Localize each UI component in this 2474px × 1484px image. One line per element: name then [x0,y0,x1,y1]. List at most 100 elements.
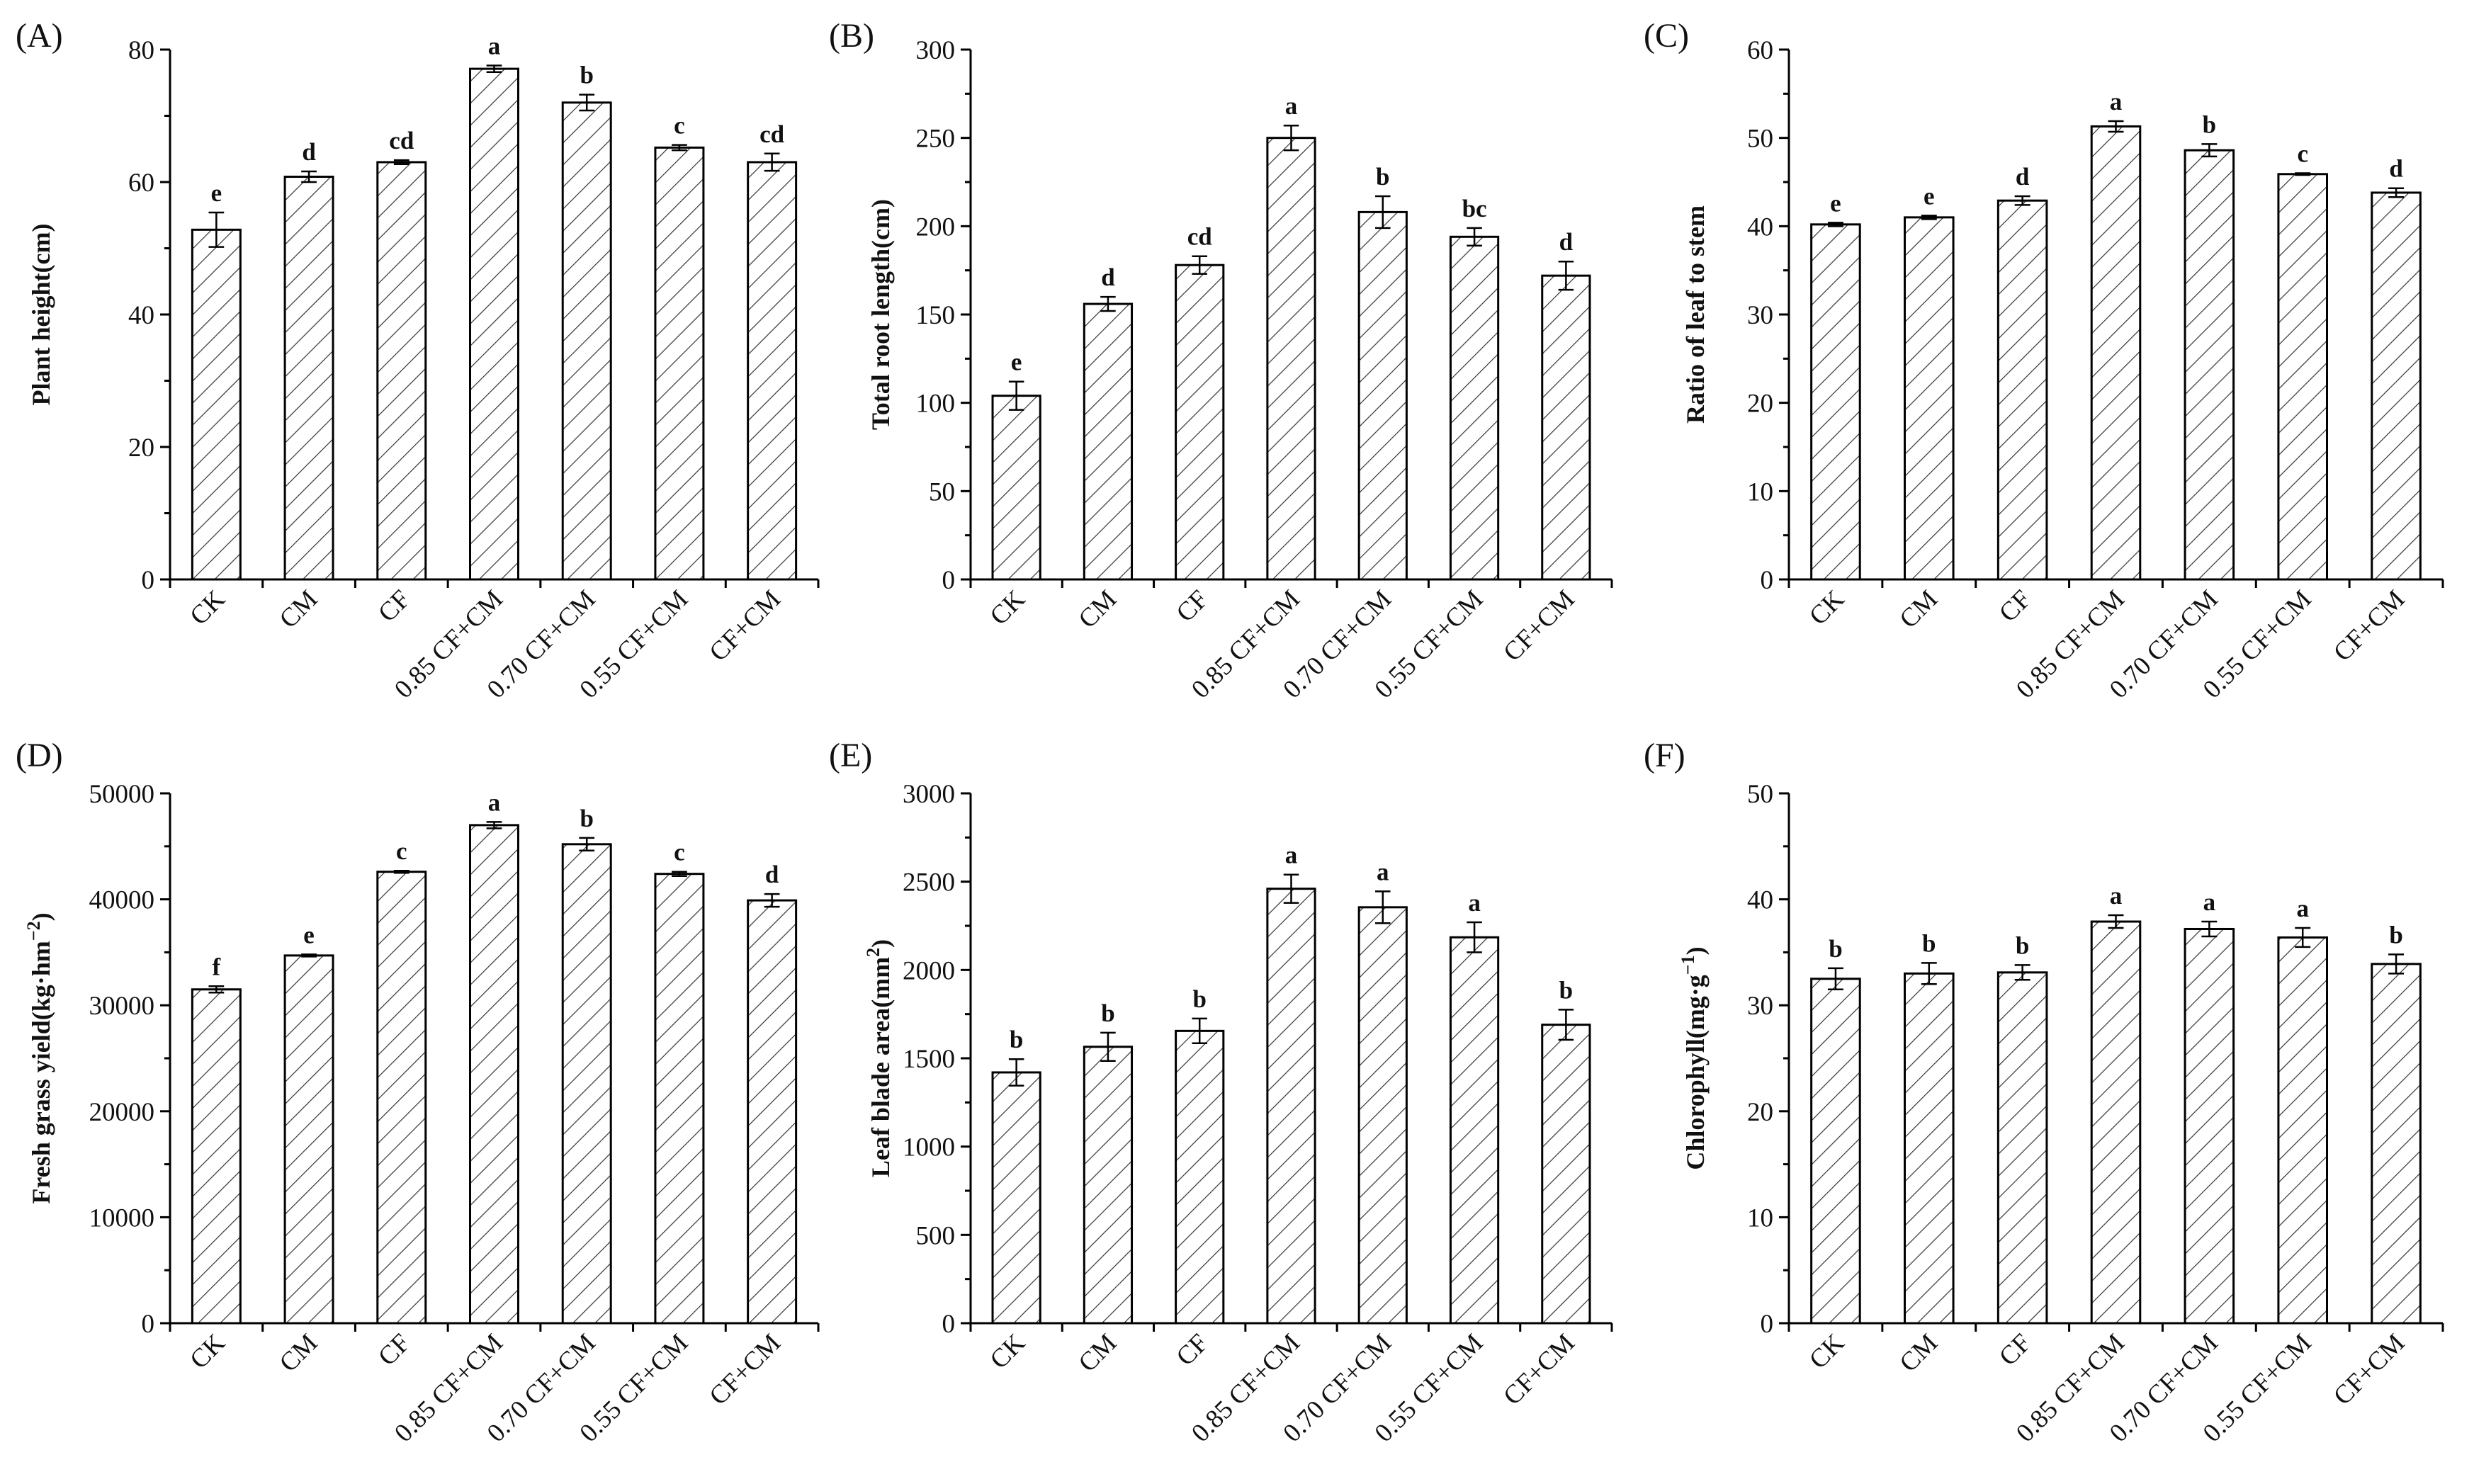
error-bar-0-85-cf-cm [486,821,502,829]
significance-letter: c [2297,140,2308,168]
bar-cf-cm [1541,274,1591,581]
bar-0-55-cf-cm [1449,235,1500,581]
bar-0-70-cf-cm [2184,927,2235,1325]
bar-cf-cm [2371,963,2422,1325]
error-bar-0-55-cf-cm [1467,227,1482,247]
y-tick-label: 0 [942,566,956,595]
error-bar-0-70-cf-cm [579,94,595,112]
error-bar-cf-cm [2388,187,2405,198]
bar-cf-cm [2371,191,2422,581]
y-tick-label: 20 [1747,1098,1773,1127]
y-tick-label: 80 [128,36,154,65]
category-label: CM [1894,1328,1943,1378]
category-label: CK [1804,584,1851,631]
bar-cm [283,954,334,1325]
y-tick-label: 200 [916,213,956,242]
bar-0-55-cf-cm [2277,936,2328,1325]
error-bar-0-55-cf-cm [2295,172,2311,176]
bar-cf [1175,264,1225,581]
error-bar-0-70-cf-cm [2201,920,2218,938]
significance-letter: e [303,921,315,948]
category-label: CF [373,1328,416,1371]
error-bar-cf-cm [764,152,780,172]
significance-letter: d [2016,163,2030,191]
y-tick-label: 100 [916,390,956,419]
significance-letter: a [1285,92,1298,120]
error-bar-cm [1921,215,1937,220]
y-tick-label: 0 [1761,1310,1774,1339]
bar-cm [1904,216,1955,581]
significance-letter: d [302,138,316,166]
bar-cm [1904,972,1955,1325]
significance-letter: f [213,953,221,980]
y-tick-label: 50 [1747,780,1773,809]
bar-cf-cm [747,899,798,1325]
error-bar-cf [2014,964,2030,981]
error-bar-0-85-cf-cm [1283,873,1299,904]
significance-letter: d [765,861,779,888]
y-tick-label: 50 [1747,125,1773,154]
panel-e-label: (E) [829,737,872,774]
bar-0-85-cf-cm [2090,920,2142,1325]
error-bar-ck [1008,1058,1024,1087]
category-label: CF [1994,1328,2037,1371]
bar-cm [1083,302,1134,581]
y-tick-label: 50 [929,477,955,506]
significance-letter: d [1559,228,1574,256]
y-tick-label: 20 [1747,390,1773,419]
y-tick-label: 1500 [903,1045,955,1074]
significance-letter: a [2110,88,2123,115]
bar-0-70-cf-cm [561,843,612,1325]
y-tick-label: 150 [916,301,956,330]
category-label: CM [274,584,324,634]
category-label: CK [985,1328,1032,1375]
significance-letter: e [211,179,222,207]
significance-letter: a [1468,889,1481,917]
significance-letter: b [2016,931,2029,959]
significance-letter: b [2203,111,2216,138]
significance-letter: b [1376,163,1389,191]
bar-cf-cm [747,161,798,581]
significance-letter: c [674,112,685,140]
y-tick-label: 500 [916,1221,956,1250]
y-tick-label: 50000 [89,780,155,809]
y-tick-label: 10 [1747,1203,1773,1233]
y-axis-title: Ratio of leaf to stem [1681,205,1710,424]
error-bar-0-70-cf-cm [1375,195,1391,230]
error-bar-ck [208,211,225,248]
bar-cf [376,871,427,1325]
bar-0-85-cf-cm [469,67,519,581]
y-tick-label: 300 [916,36,956,65]
error-bar-0-55-cf-cm [672,871,687,877]
y-axis-title: Chlorophyll(mg·g−1) [1678,946,1710,1169]
bar-cm [283,176,334,581]
y-axis-title: Plant height(cm) [27,224,55,406]
significance-letter: c [674,839,685,866]
y-tick-label: 250 [916,125,956,154]
significance-letter: cd [1187,223,1213,251]
error-bar-0-85-cf-cm [2108,914,2124,929]
significance-letter: b [1192,985,1206,1013]
category-label: CM [1073,584,1123,634]
bar-0-85-cf-cm [2090,125,2142,581]
panel-b-label: (B) [829,17,874,55]
significance-letter: b [580,62,593,89]
y-tick-label: 60 [1747,36,1773,65]
category-label: CK [1804,1328,1851,1375]
error-bar-cf [2014,195,2030,206]
y-tick-label: 0 [142,1310,155,1339]
error-bar-ck [208,985,225,994]
error-bar-cm [1100,1031,1116,1062]
y-tick-label: 30 [1747,301,1773,330]
bar-ck [1810,223,1861,581]
category-label: CF [1171,1328,1214,1371]
y-tick-label: 3000 [903,780,955,809]
significance-letter: cd [389,127,414,154]
category-label: CF+CM [2328,1328,2410,1410]
bar-0-85-cf-cm [1266,137,1316,581]
